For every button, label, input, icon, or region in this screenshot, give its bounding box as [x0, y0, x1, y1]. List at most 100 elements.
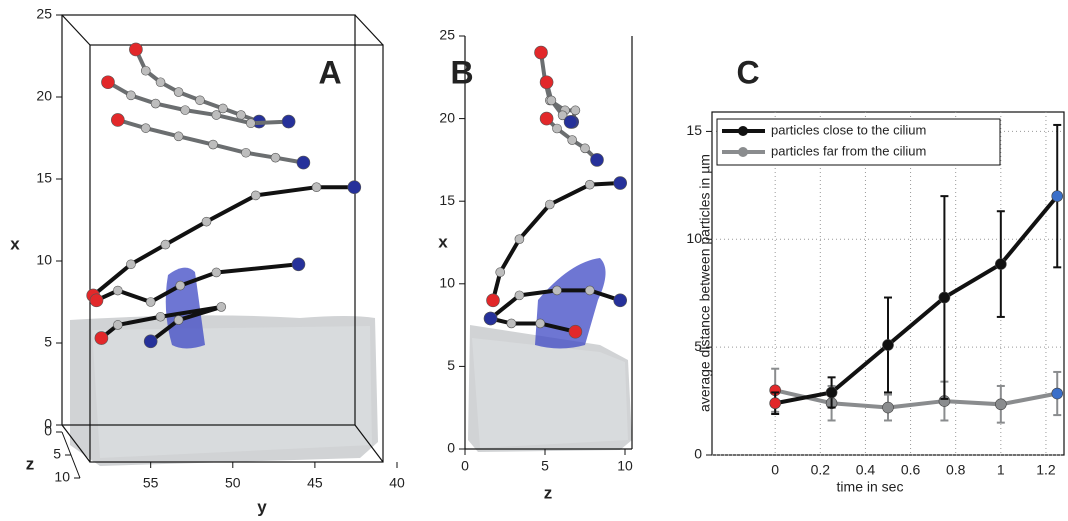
particle-position — [547, 96, 556, 105]
figure: A051015202555504540yx0510zB0510152025051… — [0, 0, 1068, 521]
y-tick-label: 0 — [694, 446, 702, 462]
cell-body-front — [92, 326, 372, 458]
particle-position — [569, 325, 582, 338]
box-edge — [62, 15, 90, 45]
particle-position — [151, 99, 160, 108]
z-tick-label: 0 — [44, 423, 52, 439]
particle-position — [535, 46, 548, 59]
particle-position — [141, 124, 150, 133]
particle-position — [246, 119, 255, 128]
particle-position — [585, 286, 594, 295]
page: {"chart_data": [ {"type": "trajectory3d"… — [0, 0, 1068, 521]
z-tick-label: 10 — [54, 469, 70, 485]
particle-position — [585, 180, 594, 189]
particle-position — [292, 258, 305, 271]
particle-position — [146, 298, 155, 307]
particle-position — [484, 312, 497, 325]
particle-position — [174, 132, 183, 141]
legend-marker — [738, 147, 748, 157]
y-tick-label: 15 — [439, 192, 455, 208]
particle-position — [209, 140, 218, 149]
data-point — [883, 339, 894, 350]
y-axis-label: average distance between particles in µm — [697, 154, 713, 412]
box-edge — [355, 15, 383, 45]
particle-position — [496, 268, 505, 277]
y-tick-label: 10 — [36, 252, 52, 268]
particle-position — [144, 335, 157, 348]
z-tick-label: 5 — [53, 446, 61, 462]
x-tick-label: 0 — [771, 462, 779, 478]
particle-position — [591, 153, 604, 166]
x-tick-label: 1.2 — [1036, 462, 1056, 478]
x-axis-label: time in sec — [837, 479, 904, 495]
particle-position — [241, 148, 250, 157]
z-axis-label: z — [26, 454, 35, 473]
y-tick-label: 25 — [36, 6, 52, 22]
particle-position — [126, 91, 135, 100]
particle-position — [113, 320, 122, 329]
data-point — [939, 292, 950, 303]
particle-position — [568, 136, 577, 145]
series-line — [775, 196, 1057, 403]
particle-position — [195, 96, 204, 105]
legend-label: particles close to the cilium — [771, 122, 926, 137]
x-tick-label: 55 — [143, 475, 159, 491]
data-point — [995, 399, 1006, 410]
particle-position — [174, 88, 183, 97]
particle-position — [218, 104, 227, 113]
data-point — [1052, 191, 1063, 202]
panel-title: B — [450, 54, 473, 90]
series-line — [775, 390, 1057, 407]
particle-position — [202, 217, 211, 226]
x-tick-label: 0.8 — [946, 462, 966, 478]
legend-label: particles far from the cilium — [771, 143, 926, 158]
data-point — [883, 402, 894, 413]
particle-position — [90, 294, 103, 307]
data-point — [1052, 388, 1063, 399]
particle-position — [212, 268, 221, 277]
legend-marker — [738, 126, 748, 136]
x-tick-label: 0.6 — [901, 462, 921, 478]
y-tick-label: 15 — [686, 122, 702, 138]
particle-position — [101, 76, 114, 89]
particle-position — [571, 106, 580, 115]
particle-position — [217, 302, 226, 311]
cell-body-front — [472, 338, 628, 448]
particle-position — [282, 115, 295, 128]
particle-position — [141, 66, 150, 75]
particle-position — [540, 76, 553, 89]
particle-position — [126, 260, 135, 269]
particle-position — [95, 332, 108, 345]
particle-position — [581, 144, 590, 153]
y-tick-label: 0 — [447, 440, 455, 456]
particle-position — [312, 183, 321, 192]
particle-position — [161, 240, 170, 249]
particle-position — [515, 235, 524, 244]
particle-position — [564, 115, 577, 128]
particle-position — [174, 316, 183, 325]
particle-position — [129, 43, 142, 56]
particle-position — [545, 200, 554, 209]
particle-position — [271, 153, 280, 162]
particle-position — [113, 286, 122, 295]
x-tick-label: 40 — [389, 475, 405, 491]
x-tick-label: 10 — [617, 458, 633, 474]
particle-position — [536, 319, 545, 328]
x-tick-label: 0.4 — [856, 462, 876, 478]
particle-position — [156, 312, 165, 321]
y-axis-label: x — [10, 234, 20, 253]
particle-position — [297, 156, 310, 169]
y-axis-label: x — [438, 232, 448, 251]
panel-title: C — [736, 54, 759, 90]
particle-position — [540, 112, 553, 125]
data-point — [826, 387, 837, 398]
trajectory — [93, 187, 354, 295]
x-axis-label: y — [257, 497, 267, 516]
x-axis-label: z — [544, 483, 553, 502]
particle-position — [111, 113, 124, 126]
particle-position — [181, 106, 190, 115]
particle-position — [212, 111, 221, 120]
particle-position — [156, 78, 165, 87]
particle-position — [251, 191, 260, 200]
particle-position — [553, 124, 562, 133]
